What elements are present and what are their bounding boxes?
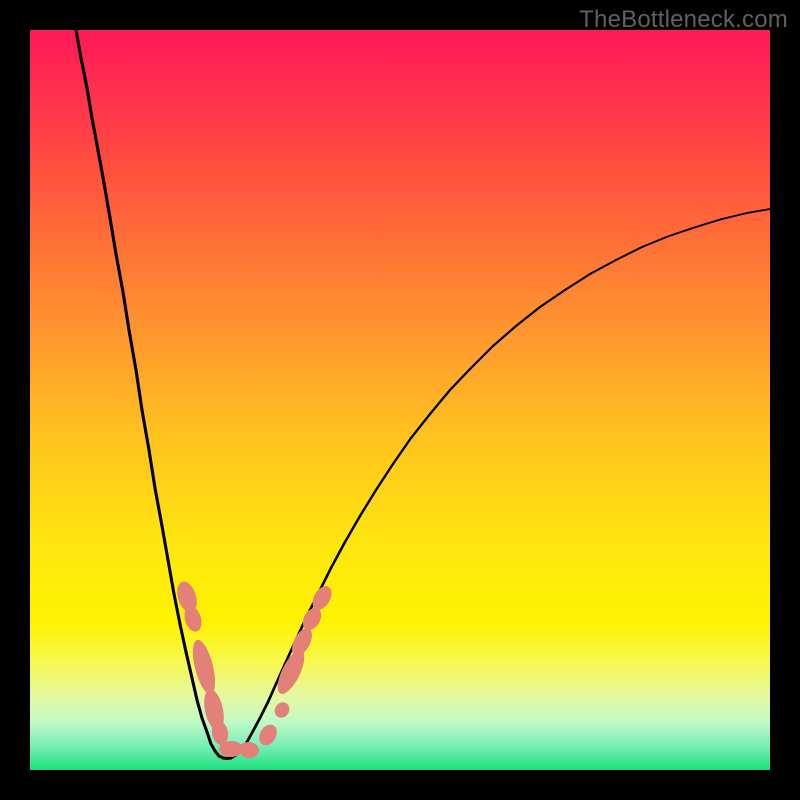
plot-background: [30, 30, 770, 770]
chart-canvas: TheBottleneck.com: [0, 0, 800, 800]
watermark-text: TheBottleneck.com: [579, 6, 788, 34]
